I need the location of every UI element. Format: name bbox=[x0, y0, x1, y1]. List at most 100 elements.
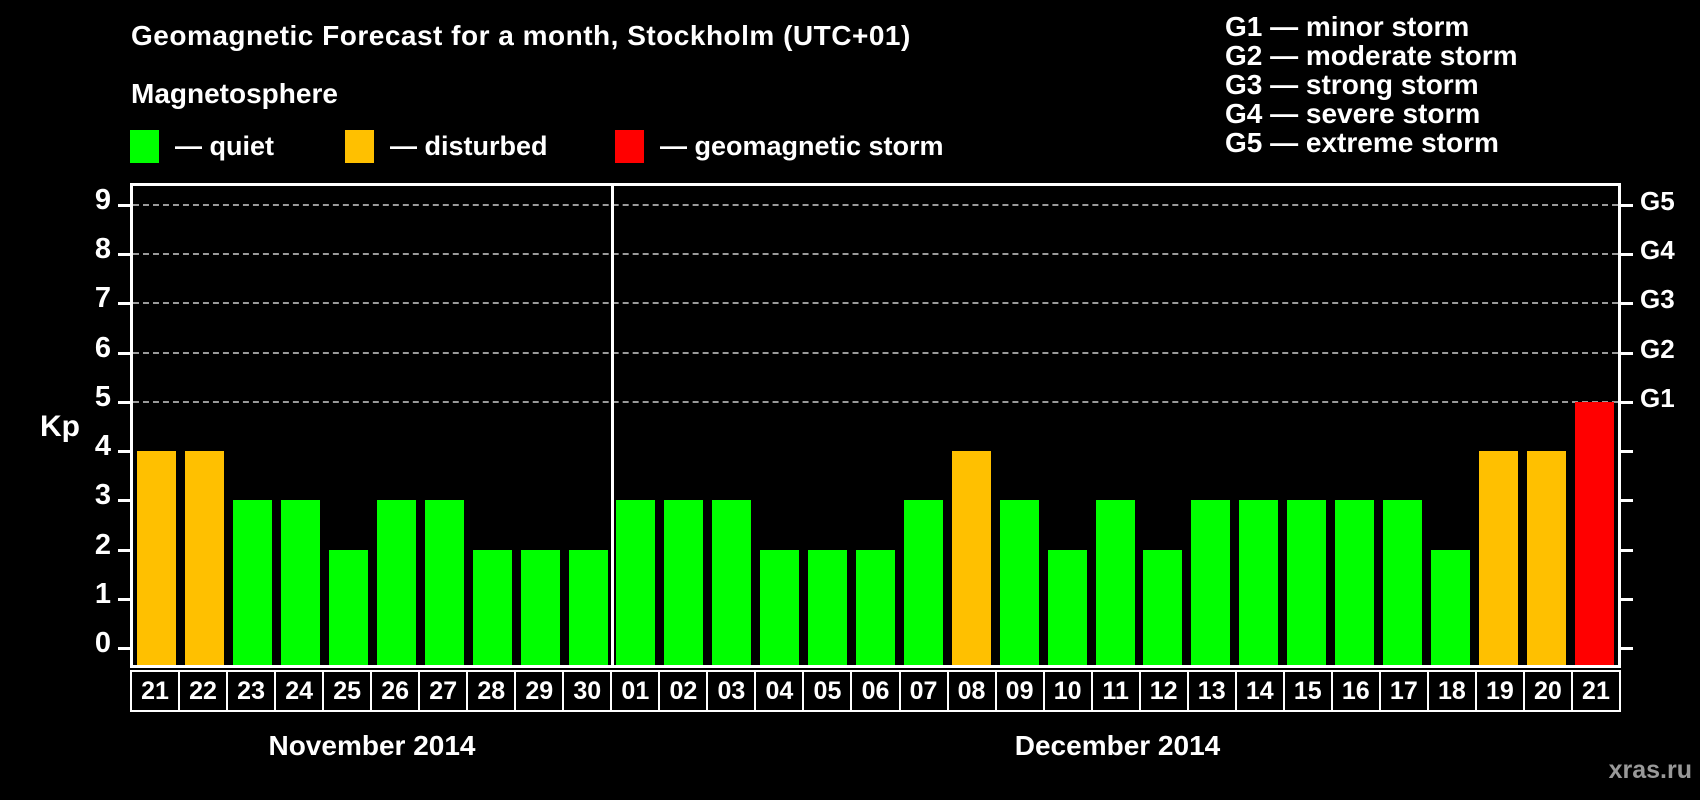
kp-bar-15 bbox=[1287, 500, 1327, 665]
right-axis-tick-4 bbox=[1621, 450, 1633, 454]
y-axis-label-5: 5 bbox=[94, 380, 111, 413]
right-axis-tick-8 bbox=[1621, 253, 1633, 257]
g-scale-label-g3: G3 bbox=[1640, 284, 1675, 315]
kp-bar-30 bbox=[568, 549, 608, 665]
kp-bar-21 bbox=[1574, 401, 1614, 665]
gridline-kp8 bbox=[133, 253, 1618, 256]
kp-bar-20 bbox=[1526, 451, 1566, 665]
kp-bar-17 bbox=[1382, 500, 1422, 665]
day-label-15: 15 bbox=[1282, 670, 1333, 712]
kp-bar-05 bbox=[808, 549, 848, 665]
kp-bar-28 bbox=[472, 549, 512, 665]
storm-scale-g2: G2 — moderate storm bbox=[1225, 40, 1518, 71]
kp-bar-22 bbox=[185, 451, 225, 665]
chart-title: Geomagnetic Forecast for a month, Stockh… bbox=[131, 20, 911, 51]
day-label-07: 07 bbox=[898, 670, 949, 712]
y-axis-label-3: 3 bbox=[94, 479, 111, 512]
right-axis-tick-2 bbox=[1621, 548, 1633, 552]
storm-scale-g5: G5 — extreme storm bbox=[1225, 127, 1499, 158]
kp-bar-10 bbox=[1047, 549, 1087, 665]
day-label-20: 20 bbox=[1522, 670, 1573, 712]
kp-bar-27 bbox=[424, 500, 464, 665]
g-scale-label-g4: G4 bbox=[1640, 235, 1675, 266]
y-axis-label-7: 7 bbox=[94, 282, 111, 315]
kp-bar-14 bbox=[1239, 500, 1279, 665]
day-label-19: 19 bbox=[1474, 670, 1525, 712]
day-label-08: 08 bbox=[946, 670, 997, 712]
day-label-29: 29 bbox=[514, 670, 565, 712]
storm-scale-g3: G3 — strong storm bbox=[1225, 69, 1479, 100]
day-label-13: 13 bbox=[1186, 670, 1237, 712]
legend-label-quiet: — quiet bbox=[175, 131, 274, 161]
storm-scale-g1: G1 — minor storm bbox=[1225, 11, 1470, 42]
day-label-21: 21 bbox=[130, 670, 181, 712]
right-axis-tick-3 bbox=[1621, 499, 1633, 503]
y-axis-label-1: 1 bbox=[94, 577, 111, 610]
day-label-16: 16 bbox=[1330, 670, 1381, 712]
right-axis-tick-9 bbox=[1621, 204, 1633, 207]
legend-item-disturbed: — disturbed bbox=[345, 130, 548, 163]
y-axis-label-8: 8 bbox=[94, 233, 111, 266]
y-axis-tick-4 bbox=[118, 450, 130, 454]
day-label-22: 22 bbox=[178, 670, 229, 712]
kp-bar-07 bbox=[903, 500, 943, 665]
kp-bar-18 bbox=[1430, 549, 1470, 665]
kp-bar-25 bbox=[329, 549, 369, 665]
gridline-kp5 bbox=[133, 400, 1618, 403]
storm-scale-g4: G4 — severe storm bbox=[1225, 98, 1481, 129]
kp-bar-08 bbox=[951, 451, 991, 665]
g-scale-label-g2: G2 bbox=[1640, 333, 1675, 364]
gridline-kp6 bbox=[133, 351, 1618, 354]
kp-bar-19 bbox=[1478, 451, 1518, 665]
y-axis-label-2: 2 bbox=[94, 528, 111, 561]
day-label-09: 09 bbox=[994, 670, 1045, 712]
legend-item-quiet: — quiet bbox=[130, 130, 274, 163]
day-label-21: 21 bbox=[1570, 670, 1621, 712]
day-axis: 21 22 23 24 25 26 27 28 29 30 01 02 03 04 05 06 07 08 09 10… bbox=[130, 670, 1621, 712]
right-axis-tick-1 bbox=[1621, 597, 1633, 601]
y-axis-label-4: 4 bbox=[94, 430, 111, 463]
y-axis-tick-3 bbox=[118, 499, 130, 503]
kp-bar-26 bbox=[376, 500, 416, 665]
legend-label-disturbed: — disturbed bbox=[390, 131, 548, 161]
g-scale-label-g1: G1 bbox=[1640, 382, 1675, 413]
y-axis-tick-8 bbox=[118, 253, 130, 257]
day-label-24: 24 bbox=[274, 670, 325, 712]
storm-scale-legend: G1 — minor storm G2 — moderate storm G3 … bbox=[1225, 12, 1518, 157]
kp-bar-13 bbox=[1191, 500, 1231, 665]
legend-item-storm: — geomagnetic storm bbox=[615, 130, 944, 163]
kp-axis-title: Kp bbox=[40, 410, 80, 443]
day-label-25: 25 bbox=[322, 670, 373, 712]
right-axis-tick-0 bbox=[1621, 647, 1633, 650]
legend-label-storm: — geomagnetic storm bbox=[660, 131, 944, 161]
right-axis-tick-6 bbox=[1621, 351, 1633, 355]
month-label-november: November 2014 bbox=[268, 730, 476, 761]
day-label-02: 02 bbox=[658, 670, 709, 712]
chart-subtitle: Magnetosphere bbox=[131, 78, 338, 109]
day-label-01: 01 bbox=[610, 670, 661, 712]
day-label-12: 12 bbox=[1138, 670, 1189, 712]
disturbed-color-swatch bbox=[345, 130, 374, 163]
y-axis-tick-5 bbox=[118, 400, 130, 404]
kp-bar-21 bbox=[137, 451, 177, 665]
day-label-18: 18 bbox=[1426, 670, 1477, 712]
kp-bar-02 bbox=[664, 500, 704, 665]
day-label-28: 28 bbox=[466, 670, 517, 712]
watermark: xras.ru bbox=[1608, 756, 1692, 784]
kp-bar-24 bbox=[281, 500, 321, 665]
kp-bar-23 bbox=[233, 500, 273, 665]
y-axis-label-9: 9 bbox=[94, 184, 111, 216]
day-label-14: 14 bbox=[1234, 670, 1285, 712]
day-label-30: 30 bbox=[562, 670, 613, 712]
y-axis-tick-6 bbox=[118, 351, 130, 355]
day-label-10: 10 bbox=[1042, 670, 1093, 712]
kp-bar-16 bbox=[1335, 500, 1375, 665]
kp-bar-01 bbox=[616, 500, 656, 665]
day-label-17: 17 bbox=[1378, 670, 1429, 712]
kp-bar-11 bbox=[1095, 500, 1135, 665]
month-label-december: December 2014 bbox=[1014, 730, 1221, 761]
kp-bar-29 bbox=[520, 549, 560, 665]
quiet-color-swatch bbox=[130, 130, 159, 163]
y-axis-tick-0 bbox=[118, 647, 130, 650]
